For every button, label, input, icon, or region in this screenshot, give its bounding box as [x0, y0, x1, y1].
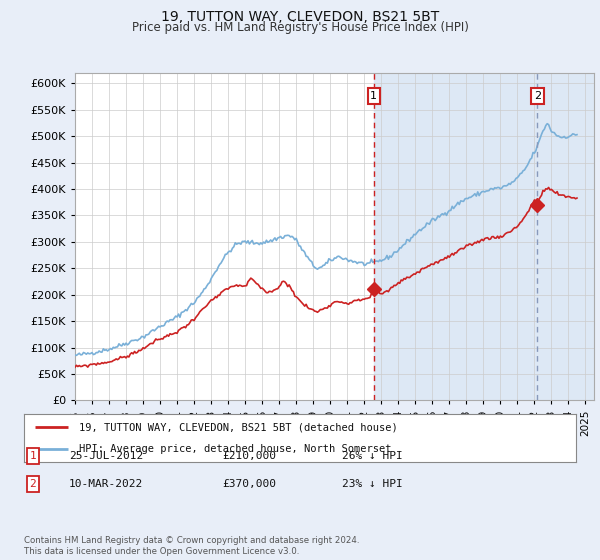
- Bar: [374, 73, 538, 400]
- Text: £210,000: £210,000: [222, 451, 276, 461]
- Text: Contains HM Land Registry data © Crown copyright and database right 2024.
This d: Contains HM Land Registry data © Crown c…: [24, 536, 359, 556]
- Text: 19, TUTTON WAY, CLEVEDON, BS21 5BT: 19, TUTTON WAY, CLEVEDON, BS21 5BT: [161, 10, 439, 24]
- Text: Price paid vs. HM Land Registry's House Price Index (HPI): Price paid vs. HM Land Registry's House …: [131, 21, 469, 34]
- Text: HPI: Average price, detached house, North Somerset: HPI: Average price, detached house, Nort…: [79, 444, 392, 454]
- Text: £370,000: £370,000: [222, 479, 276, 489]
- Text: 25-JUL-2012: 25-JUL-2012: [69, 451, 143, 461]
- Text: 1: 1: [29, 451, 37, 461]
- Text: 10-MAR-2022: 10-MAR-2022: [69, 479, 143, 489]
- Text: 2: 2: [534, 91, 541, 101]
- Text: 19, TUTTON WAY, CLEVEDON, BS21 5BT (detached house): 19, TUTTON WAY, CLEVEDON, BS21 5BT (deta…: [79, 422, 398, 432]
- Text: 2: 2: [29, 479, 37, 489]
- Text: 26% ↓ HPI: 26% ↓ HPI: [342, 451, 403, 461]
- Text: 23% ↓ HPI: 23% ↓ HPI: [342, 479, 403, 489]
- Text: 1: 1: [370, 91, 377, 101]
- Bar: [538, 73, 594, 400]
